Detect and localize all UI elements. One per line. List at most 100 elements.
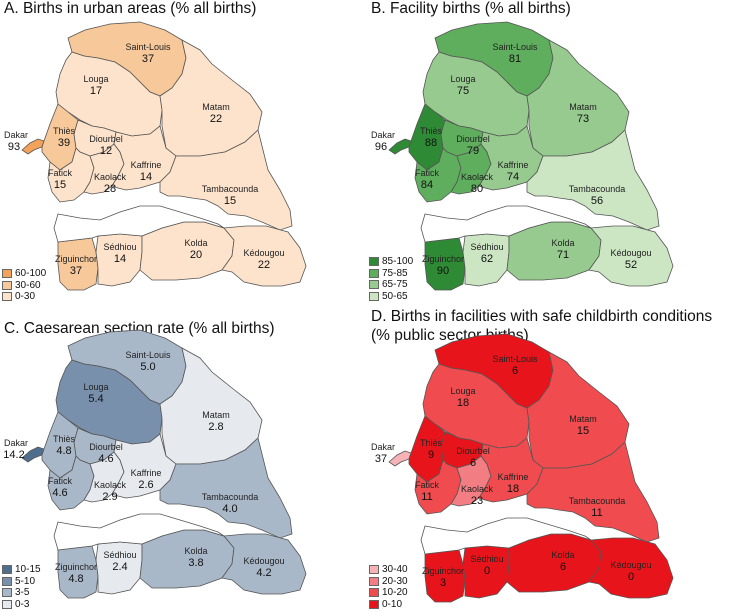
region-value-diourbel: 4.6 bbox=[98, 453, 113, 465]
region-value-diourbel: 6 bbox=[470, 457, 476, 469]
region-value-dakar: 37 bbox=[375, 453, 387, 465]
legend-item: 75-85 bbox=[369, 268, 413, 280]
region-value-kedougou: 22 bbox=[258, 259, 270, 271]
region-name-saint-louis: Saint-Louis bbox=[125, 350, 171, 360]
region-value-ziguinchor: 4.8 bbox=[68, 573, 83, 585]
region-name-sedhiou: Sédhiou bbox=[470, 554, 503, 564]
region-name-tambacounda: Tambacounda bbox=[202, 492, 259, 502]
region-value-sedhiou: 62 bbox=[481, 253, 493, 265]
region-ziguinchor bbox=[424, 549, 466, 603]
legend-swatch bbox=[369, 291, 379, 301]
region-value-kaolack: 28 bbox=[104, 183, 116, 195]
region-name-diourbel: Diourbel bbox=[89, 134, 123, 144]
region-name-dakar: Dakar bbox=[371, 442, 395, 452]
region-name-kaolack: Kaolack bbox=[94, 480, 127, 490]
region-name-dakar: Dakar bbox=[4, 438, 28, 448]
region-value-sedhiou: 2.4 bbox=[112, 561, 127, 573]
region-value-dakar: 14.2 bbox=[3, 449, 24, 461]
region-value-kolda: 3.8 bbox=[188, 557, 203, 569]
region-value-matam: 2.8 bbox=[208, 421, 223, 433]
region-name-sedhiou: Sédhiou bbox=[470, 242, 503, 252]
region-name-matam: Matam bbox=[569, 414, 597, 424]
region-kedougou bbox=[588, 537, 674, 599]
region-value-thies: 4.8 bbox=[56, 445, 71, 457]
legend-label: 3-5 bbox=[15, 587, 30, 598]
region-value-kaffrine: 2.6 bbox=[138, 479, 153, 491]
map-legend: 30-40 20-30 10-20 0-10 bbox=[369, 564, 408, 610]
region-name-saint-louis: Saint-Louis bbox=[492, 354, 538, 364]
region-name-kolda: Kolda bbox=[551, 238, 574, 248]
region-name-sedhiou: Sédhiou bbox=[103, 550, 136, 560]
region-name-kedougou: Kédougou bbox=[243, 556, 284, 566]
region-value-kaffrine: 18 bbox=[507, 483, 519, 495]
region-name-ziguinchor: Ziguinchor bbox=[422, 254, 464, 264]
region-name-diourbel: Diourbel bbox=[456, 134, 490, 144]
legend-item: 30-40 bbox=[369, 564, 408, 576]
region-kedougou bbox=[221, 225, 307, 287]
region-name-kaffrine: Kaffrine bbox=[498, 160, 529, 170]
legend-item: 50-65 bbox=[369, 291, 413, 303]
panel-title: C. Caesarean section rate (% all births) bbox=[4, 320, 275, 337]
region-name-diourbel: Diourbel bbox=[456, 446, 490, 456]
region-name-tambacounda: Tambacounda bbox=[569, 184, 626, 194]
region-tambacounda bbox=[526, 129, 660, 231]
legend-item: 10-15 bbox=[2, 564, 41, 576]
legend-swatch bbox=[369, 576, 379, 586]
region-ziguinchor bbox=[57, 237, 99, 291]
region-name-ziguinchor: Ziguinchor bbox=[422, 566, 464, 576]
legend-item: 3-5 bbox=[2, 587, 41, 599]
legend-swatch bbox=[2, 292, 12, 302]
legend-swatch bbox=[369, 280, 379, 290]
region-value-thies: 88 bbox=[425, 137, 437, 149]
region-name-ziguinchor: Ziguinchor bbox=[55, 562, 97, 572]
region-tambacounda bbox=[159, 129, 293, 231]
legend-item: 30-60 bbox=[2, 280, 46, 292]
region-value-kaolack: 2.9 bbox=[102, 491, 117, 503]
legend-label: 0-3 bbox=[15, 598, 30, 610]
region-value-tambacounda: 11 bbox=[591, 507, 602, 519]
region-name-fatick: Fatick bbox=[415, 480, 440, 490]
region-value-dakar: 96 bbox=[375, 141, 387, 153]
region-value-louga: 75 bbox=[457, 85, 469, 97]
region-name-diourbel: Diourbel bbox=[89, 442, 123, 452]
gambia-gap bbox=[420, 517, 592, 555]
region-ziguinchor bbox=[424, 237, 466, 291]
region-name-louga: Louga bbox=[83, 74, 108, 84]
legend-label: 50-65 bbox=[382, 290, 408, 302]
legend-label: 75-85 bbox=[382, 267, 408, 279]
region-name-sedhiou: Sédhiou bbox=[103, 242, 136, 252]
legend-item: 0-10 bbox=[369, 599, 408, 611]
map-legend: 85-100 75-85 65-75 50-65 bbox=[369, 256, 413, 302]
legend-label: 30-60 bbox=[15, 279, 41, 291]
region-value-kolda: 6 bbox=[560, 561, 566, 573]
region-name-kaffrine: Kaffrine bbox=[498, 472, 529, 482]
region-value-fatick: 84 bbox=[421, 179, 433, 191]
region-name-fatick: Fatick bbox=[48, 168, 73, 178]
region-name-thies: Thiès bbox=[53, 126, 76, 136]
region-name-saint-louis: Saint-Louis bbox=[492, 42, 538, 52]
region-value-ziguinchor: 3 bbox=[440, 577, 446, 589]
region-value-sedhiou: 0 bbox=[484, 565, 490, 577]
legend-label: 20-30 bbox=[382, 575, 408, 587]
region-value-saint-louis: 81 bbox=[509, 53, 521, 65]
region-value-kolda: 20 bbox=[190, 249, 202, 261]
legend-label: 30-40 bbox=[382, 564, 408, 575]
region-name-kedougou: Kédougou bbox=[610, 560, 651, 570]
region-name-louga: Louga bbox=[450, 74, 475, 84]
region-name-thies: Thiès bbox=[420, 438, 443, 448]
region-dakar bbox=[21, 446, 45, 463]
region-kedougou bbox=[221, 533, 307, 595]
region-value-ziguinchor: 90 bbox=[437, 265, 449, 277]
region-value-kedougou: 4.2 bbox=[256, 567, 271, 579]
legend-label: 60-100 bbox=[15, 268, 47, 279]
panel-urban-births: A. Births in urban areas (% all births) … bbox=[0, 0, 367, 308]
region-name-fatick: Fatick bbox=[48, 476, 73, 486]
legend-label: 0-30 bbox=[15, 291, 36, 302]
gambia-gap bbox=[420, 205, 592, 243]
region-dakar bbox=[388, 138, 412, 155]
legend-item: 10-20 bbox=[369, 587, 408, 599]
region-name-dakar: Dakar bbox=[371, 130, 395, 140]
region-name-saint-louis: Saint-Louis bbox=[125, 42, 171, 52]
region-value-louga: 18 bbox=[457, 397, 469, 409]
region-value-kaolack: 80 bbox=[471, 183, 483, 195]
